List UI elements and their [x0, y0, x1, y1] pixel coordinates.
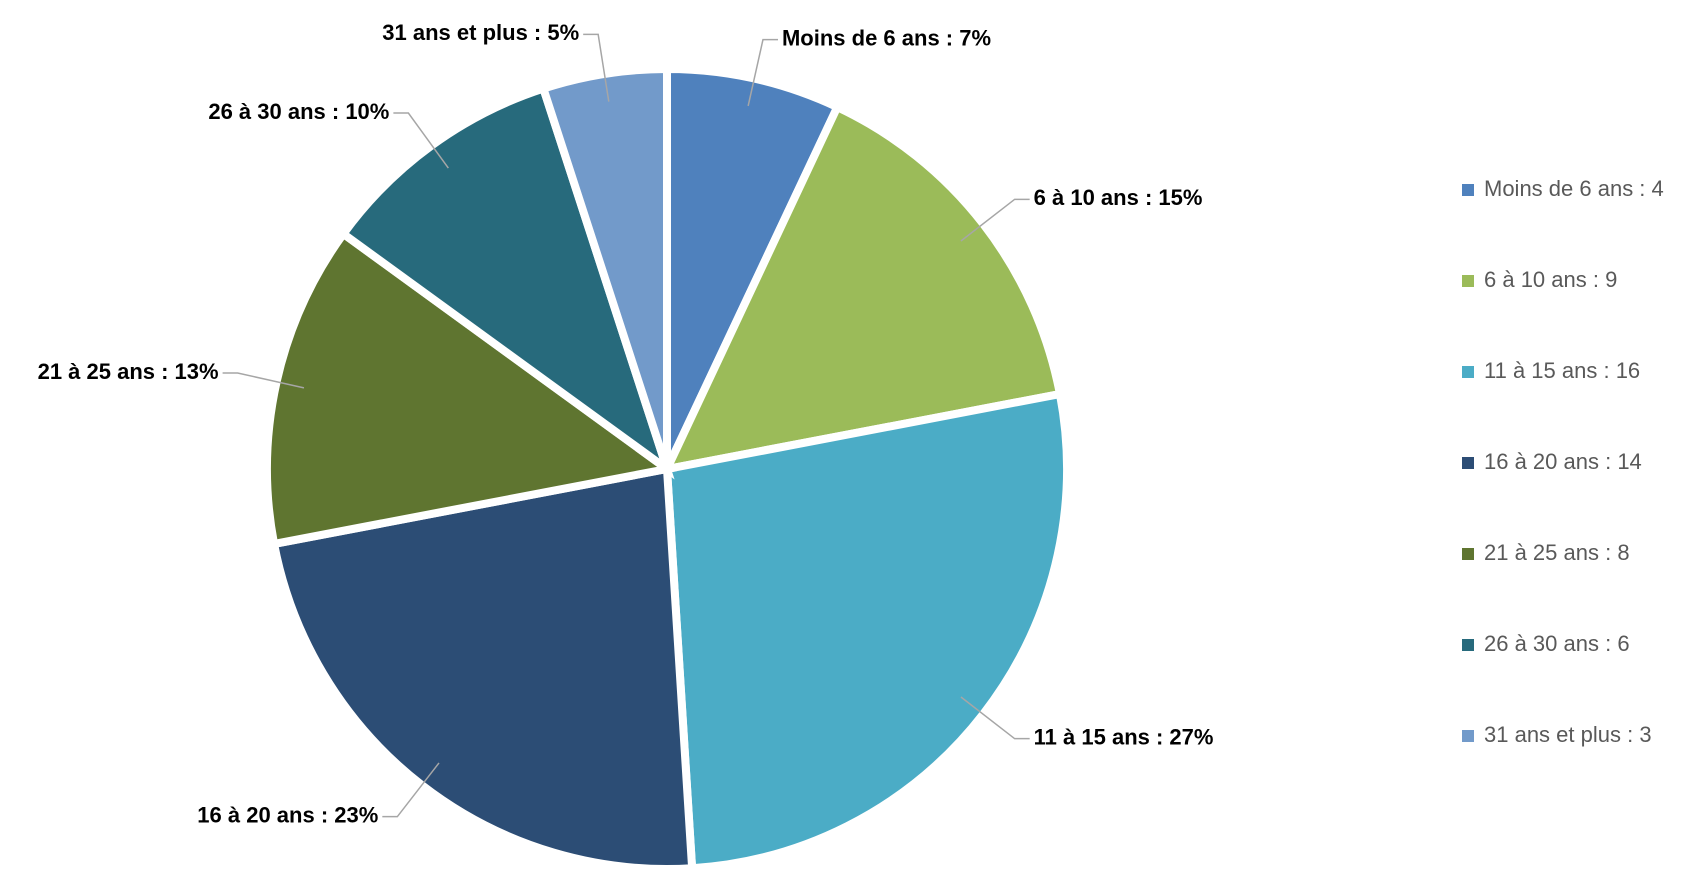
data-label: 31 ans et plus : 5%	[382, 20, 579, 45]
legend-swatch	[1462, 457, 1474, 469]
legend-swatch	[1462, 730, 1474, 742]
data-label: 16 à 20 ans : 23%	[197, 802, 378, 827]
legend-label: 26 à 30 ans : 6	[1484, 631, 1630, 656]
legend-swatch	[1462, 548, 1474, 560]
legend-swatch	[1462, 639, 1474, 651]
leader-line	[747, 38, 778, 107]
legend-label: 21 à 25 ans : 8	[1484, 540, 1630, 565]
leader-line	[960, 198, 1030, 242]
leader-line	[583, 33, 610, 102]
legend-label: 31 ans et plus : 3	[1484, 722, 1652, 747]
legend-label: Moins de 6 ans : 4	[1484, 176, 1664, 201]
legend-swatch	[1462, 366, 1474, 378]
legend-swatch	[1462, 275, 1474, 287]
legend-label: 6 à 10 ans : 9	[1484, 267, 1617, 292]
legend-label: 16 à 20 ans : 14	[1484, 449, 1642, 474]
leader-line	[222, 372, 305, 389]
leader-line	[393, 112, 449, 169]
legend-swatch	[1462, 184, 1474, 196]
data-label: 6 à 10 ans : 15%	[1034, 185, 1203, 210]
data-label: Moins de 6 ans : 7%	[782, 25, 991, 50]
leader-line	[382, 762, 440, 818]
legend-label: 11 à 15 ans : 16	[1484, 358, 1640, 383]
leader-line	[960, 696, 1030, 740]
data-label: 26 à 30 ans : 10%	[208, 99, 389, 124]
pie-slice	[662, 389, 1071, 869]
data-label: 11 à 15 ans : 27%	[1034, 724, 1214, 749]
data-label: 21 à 25 ans : 13%	[38, 359, 219, 384]
